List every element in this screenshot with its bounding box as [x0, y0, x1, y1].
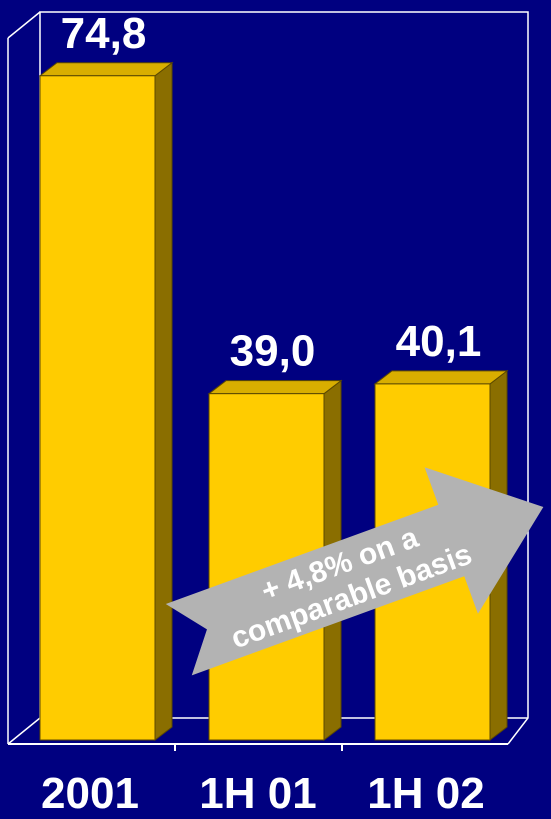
bar-top: [207, 380, 343, 395]
category-label: 2001: [41, 769, 139, 818]
bar: [38, 61, 174, 742]
bar-value-label: 39,0: [230, 327, 316, 376]
labels-group: 74,8 2001 39,0 1H 01 40,1 1H 02: [41, 9, 485, 818]
arrow-shape: [165, 467, 544, 676]
bar-front: [39, 75, 156, 741]
bar-side: [154, 61, 173, 742]
category-label: 1H 01: [199, 769, 316, 818]
back-wall-outline: [7, 11, 529, 745]
bar-value-label: 40,1: [396, 317, 482, 366]
bar-value-label: 74,8: [61, 9, 147, 58]
bar-top: [38, 62, 174, 77]
bar-top: [373, 370, 509, 385]
category-label: 1H 02: [367, 769, 484, 818]
side-wall-top: [7, 11, 41, 39]
